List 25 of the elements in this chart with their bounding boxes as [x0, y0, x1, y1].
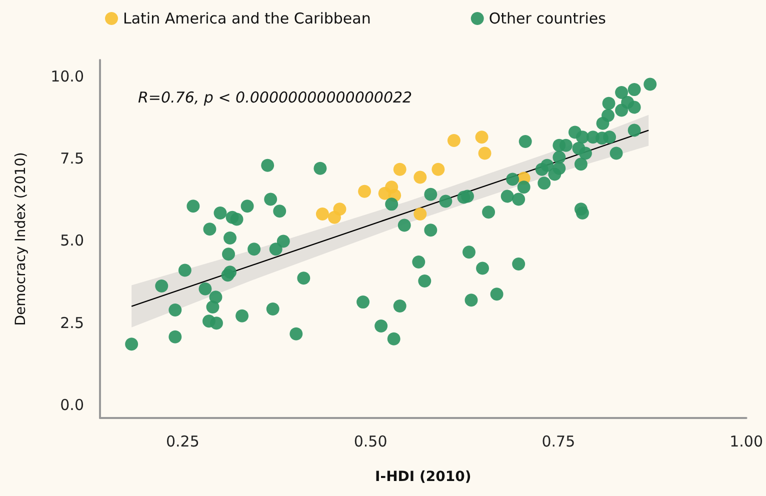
point [414, 170, 427, 184]
legend-label: Latin America and the Caribbean [123, 10, 371, 28]
x-tick-label: 0.75 [542, 432, 576, 450]
point [393, 162, 406, 176]
x-tick-label: 1.00 [730, 432, 764, 450]
y-tick-label: 2.5 [60, 314, 84, 332]
y-tick-label: 5.0 [60, 232, 84, 250]
line-series [130, 130, 650, 307]
point [358, 184, 372, 198]
x-tick-label: 0.25 [166, 432, 200, 450]
point [475, 130, 488, 144]
x-tick-label: 0.50 [354, 432, 388, 450]
point [414, 208, 427, 221]
y-tick-label: 10.0 [50, 67, 84, 86]
x-axis-title: I-HDI (2010) [375, 469, 472, 485]
legend-label: Other countries [488, 10, 606, 28]
point [316, 208, 329, 221]
y-tick-label: 0.0 [60, 396, 84, 414]
annotation: R=0.76, p < 0.00000000000000022 [138, 88, 412, 106]
point [333, 202, 346, 216]
point [478, 146, 492, 160]
y-tick-label: 7.5 [60, 150, 84, 168]
y-axis-title: Democracy Index (2010) [13, 152, 29, 326]
point [432, 162, 445, 176]
point [447, 134, 460, 147]
